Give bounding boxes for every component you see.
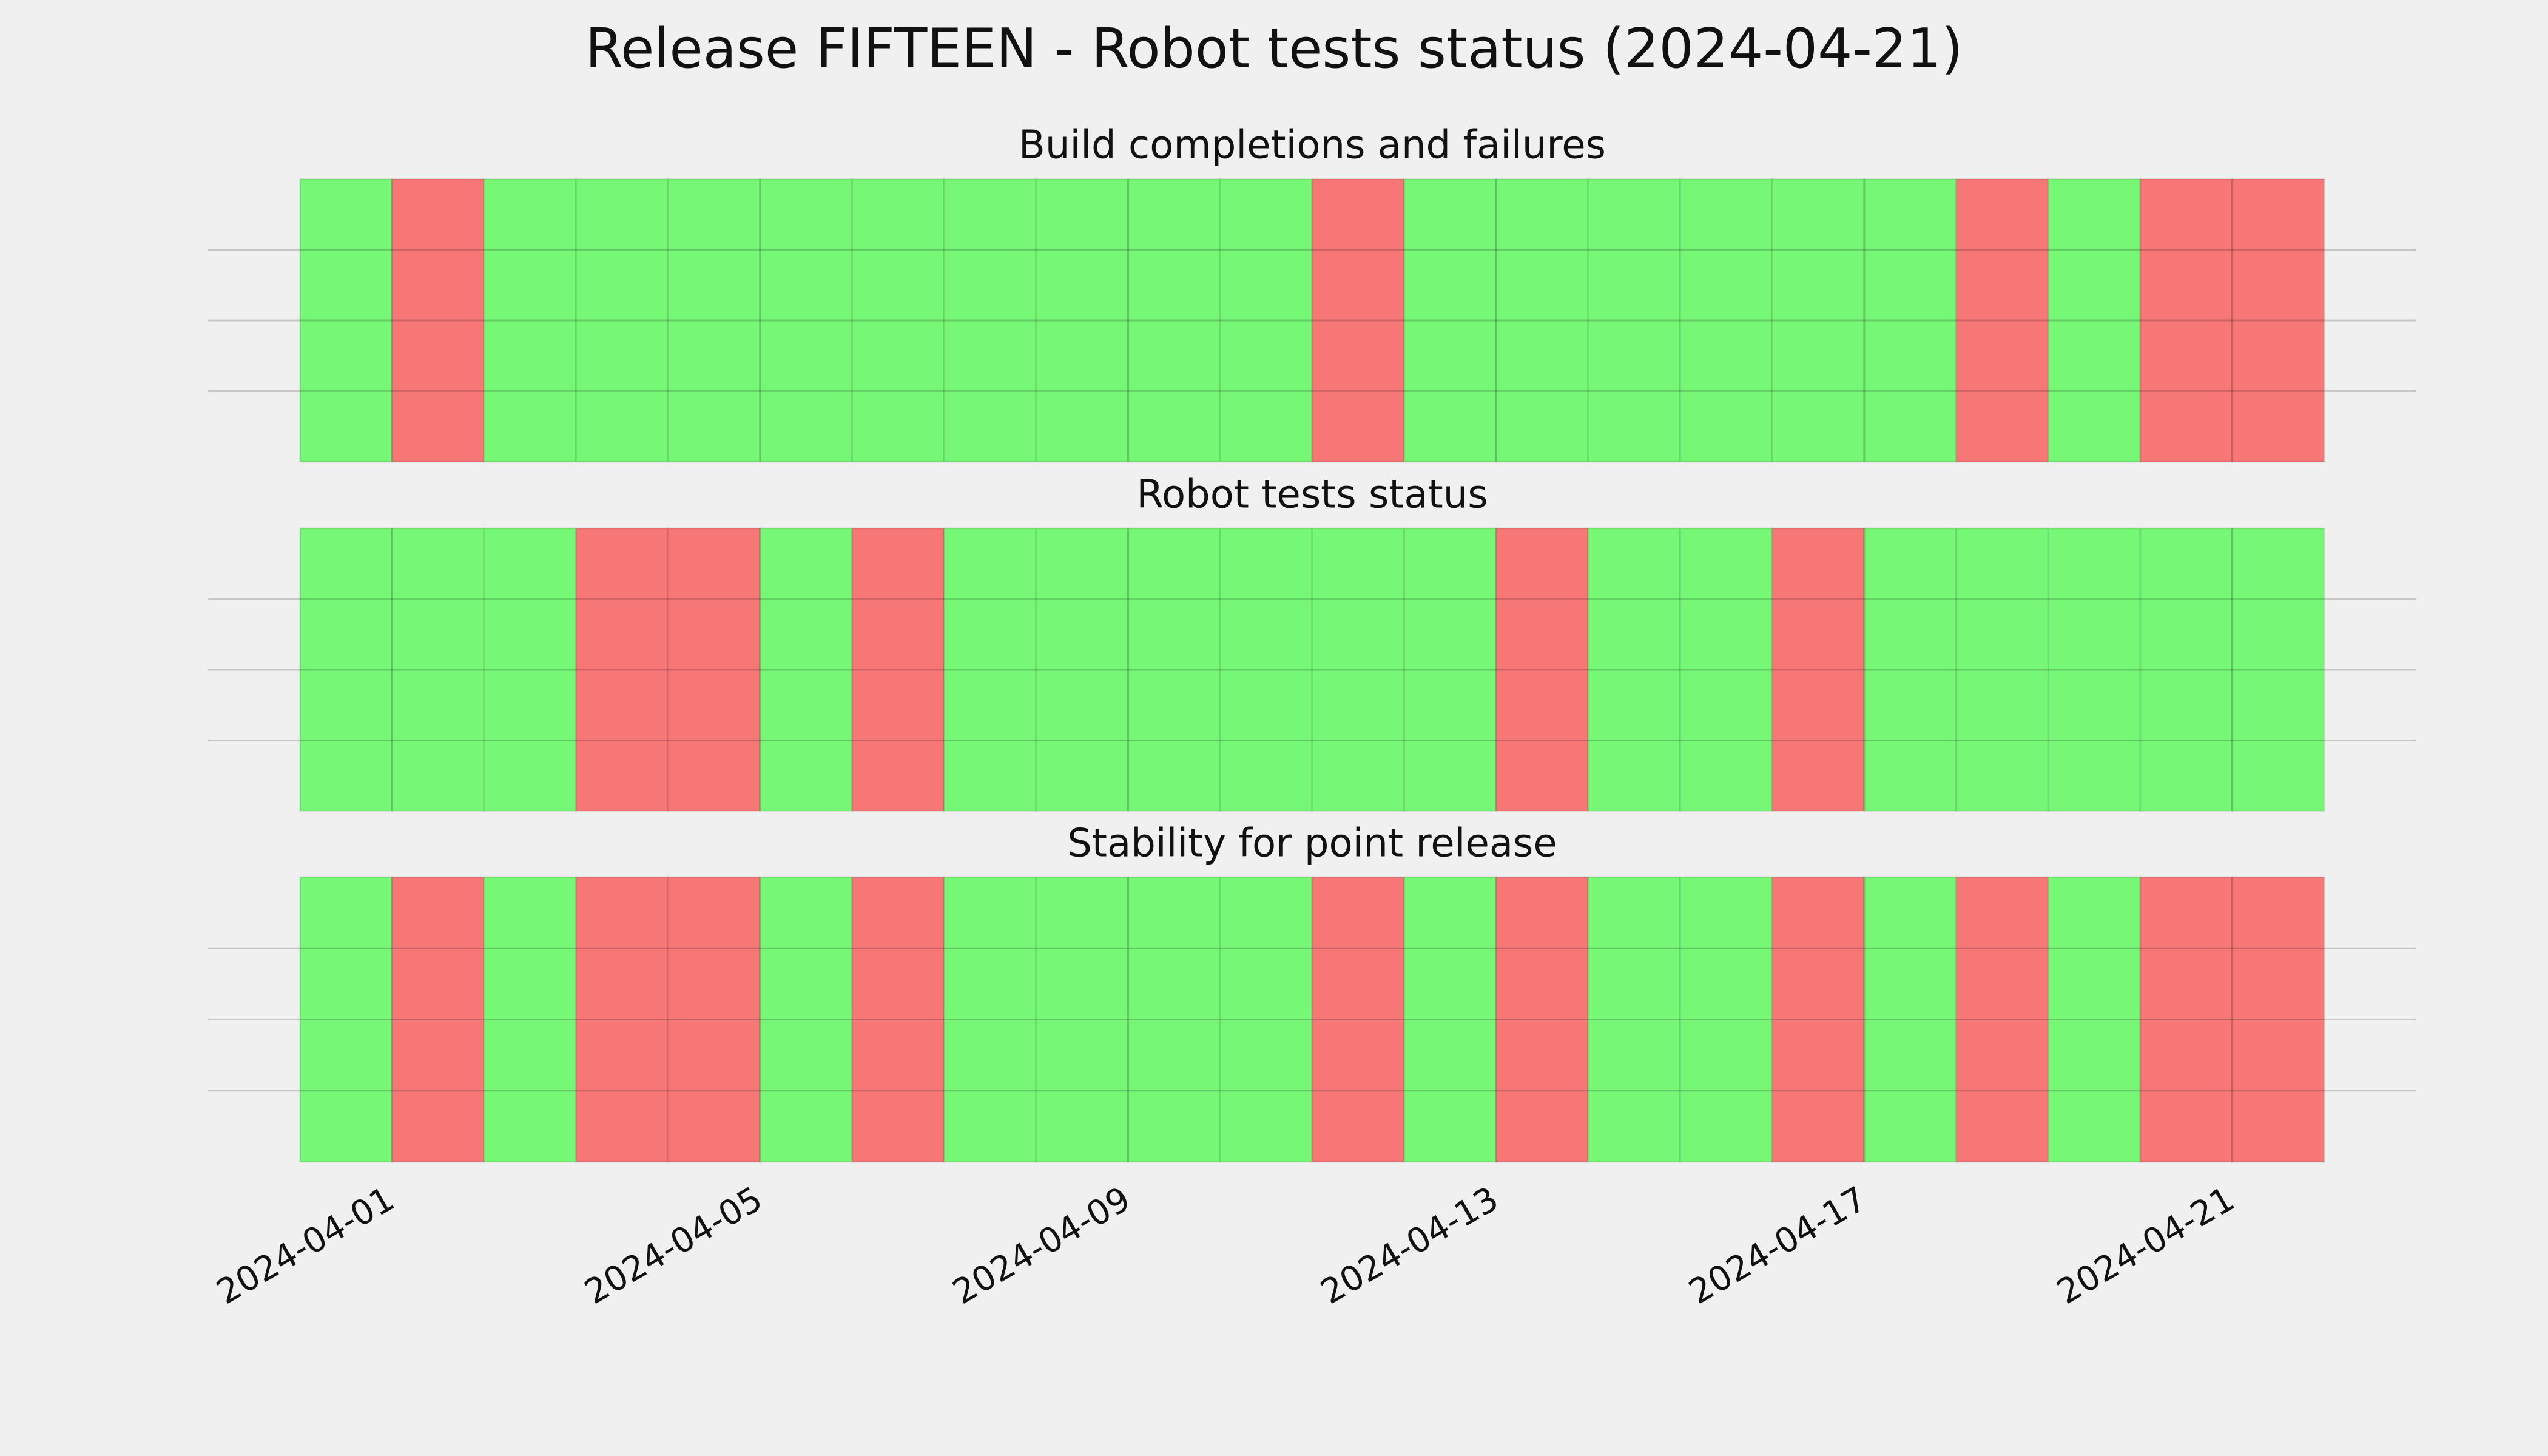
status-bar: [2047, 178, 2142, 463]
status-bar: [1771, 527, 1866, 812]
status-bar: [667, 527, 761, 812]
status-bar: [575, 178, 669, 463]
status-bar: [1127, 178, 1221, 463]
status-bar: [575, 527, 669, 812]
status-bar: [943, 527, 1037, 812]
status-bar: [2139, 178, 2234, 463]
status-bar: [1127, 527, 1221, 812]
status-bar: [667, 876, 761, 1163]
status-bar: [759, 527, 854, 812]
status-bar: [299, 876, 393, 1163]
x-tick-label: 2024-04-17: [1682, 1179, 1873, 1312]
x-tick-label: 2024-04-09: [946, 1179, 1137, 1312]
status-bar: [1587, 527, 1682, 812]
status-bar: [391, 527, 485, 812]
status-bar: [2047, 527, 2142, 812]
status-bar: [851, 527, 945, 812]
status-bar: [851, 178, 945, 463]
status-bar: [1679, 178, 1773, 463]
status-bar: [1495, 527, 1589, 812]
status-bar: [575, 876, 669, 1163]
status-bar: [483, 527, 578, 812]
status-bar: [2139, 876, 2234, 1163]
status-bar: [1495, 178, 1589, 463]
status-bar: [943, 876, 1037, 1163]
x-tick-label: 2024-04-21: [2051, 1179, 2241, 1312]
status-bar: [299, 527, 393, 812]
status-bar: [943, 178, 1037, 463]
status-bar: [1127, 876, 1221, 1163]
status-bar: [2231, 178, 2325, 463]
status-bar: [1679, 527, 1773, 812]
status-bar: [1311, 527, 1406, 812]
status-bar: [1311, 178, 1406, 463]
status-bar: [1679, 876, 1773, 1163]
status-bar: [1863, 178, 1958, 463]
x-tick-label: 2024-04-05: [578, 1179, 769, 1312]
status-bar: [1771, 178, 1866, 463]
status-bar: [1219, 876, 1313, 1163]
panel-title: Stability for point release: [1067, 821, 1557, 866]
status-bar: [1035, 527, 1130, 812]
status-bar: [1863, 527, 1958, 812]
status-bar: [1035, 178, 1130, 463]
panel-title: Robot tests status: [1136, 473, 1488, 517]
status-bar: [851, 876, 945, 1163]
status-bar: [667, 178, 761, 463]
chart-title: Release FIFTEEN - Robot tests status (20…: [585, 17, 1963, 81]
status-bar: [299, 178, 393, 463]
status-bar: [759, 178, 854, 463]
x-tick-label: 2024-04-13: [1315, 1179, 1505, 1312]
status-bar: [1863, 876, 1958, 1163]
status-bar: [759, 876, 854, 1163]
status-bar: [391, 876, 485, 1163]
status-bar: [1403, 876, 1497, 1163]
status-bar: [2231, 527, 2325, 812]
status-bar: [1219, 527, 1313, 812]
status-bar: [1403, 178, 1497, 463]
status-bar: [391, 178, 485, 463]
status-bar: [1955, 178, 2049, 463]
status-bar: [2047, 876, 2142, 1163]
status-bar: [2231, 876, 2325, 1163]
status-bar: [1955, 876, 2049, 1163]
x-tick-label: 2024-04-01: [211, 1179, 401, 1312]
status-bar: [483, 876, 578, 1163]
panel-title: Build completions and failures: [1019, 123, 1606, 168]
status-bar: [483, 178, 578, 463]
status-bar: [2139, 527, 2234, 812]
status-bar: [1403, 527, 1497, 812]
